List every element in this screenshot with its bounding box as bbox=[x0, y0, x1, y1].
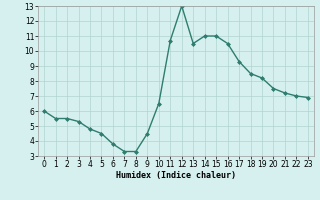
X-axis label: Humidex (Indice chaleur): Humidex (Indice chaleur) bbox=[116, 171, 236, 180]
